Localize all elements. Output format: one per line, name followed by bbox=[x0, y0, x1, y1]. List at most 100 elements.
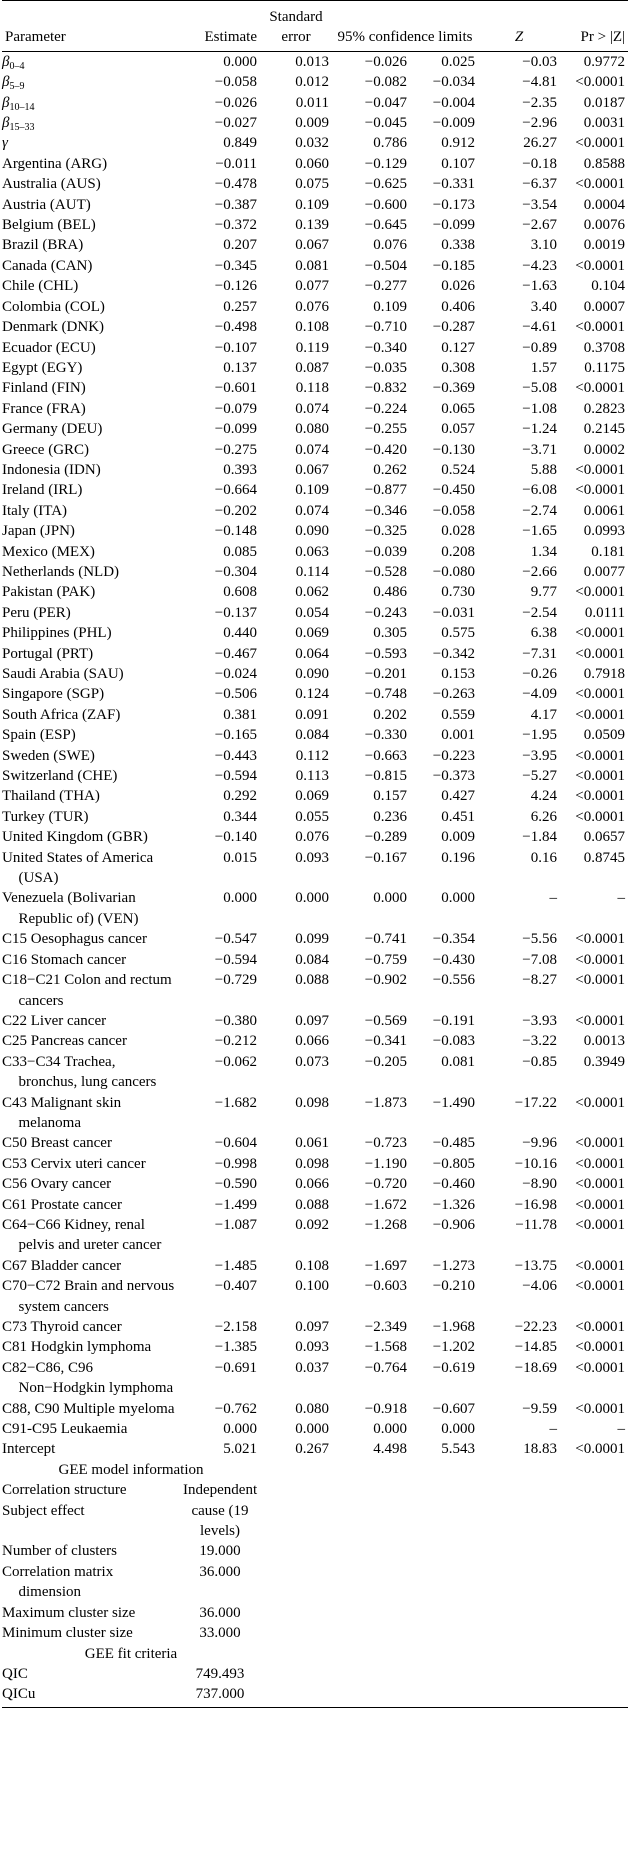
value-cell: −2.74 bbox=[522, 502, 557, 519]
value-cell: <0.0001 bbox=[575, 135, 625, 152]
value-cell: 0.9772 bbox=[583, 53, 625, 70]
value-cell: −0.167 bbox=[364, 849, 407, 866]
value-cell: 0.084 bbox=[295, 727, 329, 744]
value-cell: 0.076 bbox=[295, 829, 329, 846]
value-cell: −0.387 bbox=[214, 196, 257, 213]
value-cell: 5.543 bbox=[441, 1441, 475, 1458]
value-cell: 0.057 bbox=[441, 421, 475, 438]
value-cell: −17.22 bbox=[514, 1094, 557, 1111]
value-cell: 0.0007 bbox=[583, 298, 625, 315]
parameter-cell: C61 Prostate cancer bbox=[2, 1196, 122, 1213]
value-cell: −0.450 bbox=[432, 482, 475, 499]
value-cell: −4.61 bbox=[522, 319, 557, 336]
parameter-cell: C73 Thyroid cancer bbox=[2, 1319, 122, 1335]
value-cell: −0.058 bbox=[214, 74, 257, 91]
value-cell: −0.805 bbox=[432, 1155, 475, 1172]
value-cell: −4.09 bbox=[522, 686, 557, 703]
value-cell: −22.23 bbox=[514, 1319, 557, 1335]
info-row: Subject effect cause (19 levels) bbox=[2, 1501, 628, 1542]
table-row: C33−C34 Trachea, bronchus, lung cancers −… bbox=[2, 1052, 628, 1093]
value-cell: 18.83 bbox=[523, 1441, 557, 1458]
parameter-cell: C70−C72 Brain and nervous system cancers bbox=[2, 1278, 175, 1315]
value-cell: −11.78 bbox=[515, 1216, 557, 1233]
value-cell: −0.263 bbox=[432, 686, 475, 703]
value-cell: 0.262 bbox=[373, 461, 407, 478]
value-cell: −0.345 bbox=[214, 257, 257, 274]
value-cell: −1.273 bbox=[432, 1257, 475, 1274]
value-cell: −0.047 bbox=[364, 94, 407, 111]
value-cell: −0.080 bbox=[432, 563, 475, 580]
table-row: Argentina (ARG) −0.011 0.060 −0.129 0.107 −0.… bbox=[2, 154, 628, 174]
value-cell: −0.443 bbox=[214, 747, 257, 764]
value-cell: 0.000 bbox=[223, 53, 257, 70]
value-cell: −3.22 bbox=[522, 1033, 557, 1050]
value-cell: 0.011 bbox=[295, 94, 329, 111]
info-value: 749.493 bbox=[195, 1665, 245, 1682]
parameter-cell: C15 Oesophagus cancer bbox=[2, 931, 147, 948]
value-cell: 0.069 bbox=[295, 625, 329, 642]
value-cell: −0.460 bbox=[432, 1176, 475, 1193]
value-cell: 0.069 bbox=[295, 788, 329, 805]
table-row: Saudi Arabia (SAU) −0.024 0.090 −0.201 0.153… bbox=[2, 664, 628, 684]
value-cell: −0.998 bbox=[214, 1155, 257, 1172]
value-cell: 0.062 bbox=[295, 584, 329, 601]
value-cell: −0.815 bbox=[364, 768, 407, 785]
value-cell: 0.025 bbox=[441, 53, 475, 70]
value-cell: 0.137 bbox=[223, 359, 257, 376]
value-cell: 6.38 bbox=[530, 625, 557, 642]
value-cell: 0.8588 bbox=[583, 155, 625, 172]
value-cell: 0.063 bbox=[295, 543, 329, 560]
value-cell: <0.0001 bbox=[575, 1278, 625, 1295]
value-cell: 0.090 bbox=[295, 523, 329, 540]
value-cell: −0.035 bbox=[364, 359, 407, 376]
table-row: Peru (PER) −0.137 0.054 −0.243 −0.031 −2.54 0.… bbox=[2, 603, 628, 623]
parameter-cell: United States of America (USA) bbox=[2, 849, 154, 887]
value-cell: 0.0077 bbox=[583, 563, 625, 580]
value-cell: 0.912 bbox=[441, 135, 475, 152]
value-cell: <0.0001 bbox=[575, 176, 625, 193]
table-row: C67 Bladder cancer −1.485 0.108 −1.697 −1.27… bbox=[2, 1256, 628, 1276]
value-cell: −0.547 bbox=[214, 931, 257, 948]
parameter-cell: Finland (FIN) bbox=[2, 380, 86, 397]
value-cell: 0.066 bbox=[295, 1033, 329, 1050]
parameter-subscript: 0–4 bbox=[9, 60, 25, 72]
table-row: Greece (GRC) −0.275 0.074 −0.420 −0.130 −3.71… bbox=[2, 440, 628, 460]
value-cell: −0.325 bbox=[364, 523, 407, 540]
value-cell: 0.108 bbox=[295, 319, 329, 336]
value-cell: 0.077 bbox=[295, 278, 329, 295]
parameter-cell: γ bbox=[2, 133, 180, 153]
table-row: Germany (DEU) −0.099 0.080 −0.255 0.057 −1.24… bbox=[2, 419, 628, 439]
value-cell: <0.0001 bbox=[575, 931, 625, 948]
document: Parameter Estimate Standard error 95% co… bbox=[2, 0, 628, 1708]
value-cell: 0.1175 bbox=[584, 359, 625, 376]
table-row: Ireland (IRL) −0.664 0.109 −0.877 −0.450 −6.0… bbox=[2, 480, 628, 500]
value-cell: 0.097 bbox=[295, 1319, 329, 1335]
parameter-cell: Japan (JPN) bbox=[2, 523, 75, 540]
value-cell: −0.004 bbox=[432, 94, 475, 111]
table-row: Singapore (SGP) −0.506 0.124 −0.748 −0.263 −4… bbox=[2, 684, 628, 704]
table-row: β5–9 −0.058 0.012 −0.082 −0.034 −4.81 <0.0001 bbox=[2, 72, 628, 92]
info-label: Number of clusters bbox=[2, 1543, 117, 1560]
value-cell: <0.0001 bbox=[575, 1094, 625, 1111]
value-cell: 0.080 bbox=[295, 1400, 329, 1417]
table-row: Japan (JPN) −0.148 0.090 −0.325 0.028 −1.65 0.… bbox=[2, 521, 628, 541]
value-cell: −0.85 bbox=[522, 1053, 557, 1070]
value-cell: 0.0019 bbox=[583, 237, 625, 254]
table-row: Colombia (COL) 0.257 0.076 0.109 0.406 3.40 0.… bbox=[2, 297, 628, 317]
value-cell: 0.427 bbox=[441, 788, 475, 805]
value-cell: −1.202 bbox=[432, 1339, 475, 1356]
value-cell: −0.372 bbox=[214, 217, 257, 234]
parameter-cell: Australia (AUS) bbox=[2, 176, 101, 193]
value-cell: −0.691 bbox=[214, 1359, 257, 1376]
info-label: Correlation structure bbox=[2, 1482, 127, 1499]
value-cell: <0.0001 bbox=[575, 1196, 625, 1213]
table-row: Austria (AUT) −0.387 0.109 −0.600 −0.173 −3.5… bbox=[2, 195, 628, 215]
value-cell: −0.205 bbox=[364, 1053, 407, 1070]
value-cell: −0.506 bbox=[214, 686, 257, 703]
table-row: Canada (CAN) −0.345 0.081 −0.504 −0.185 −4.23… bbox=[2, 256, 628, 276]
header-cell: Z bbox=[478, 0, 560, 52]
value-cell: −1.968 bbox=[432, 1319, 475, 1335]
value-cell: 0.076 bbox=[295, 298, 329, 315]
parameter-cell: C50 Breast cancer bbox=[2, 1135, 112, 1152]
parameter-cell: C33−C34 Trachea, bronchus, lung cancers bbox=[2, 1053, 157, 1091]
